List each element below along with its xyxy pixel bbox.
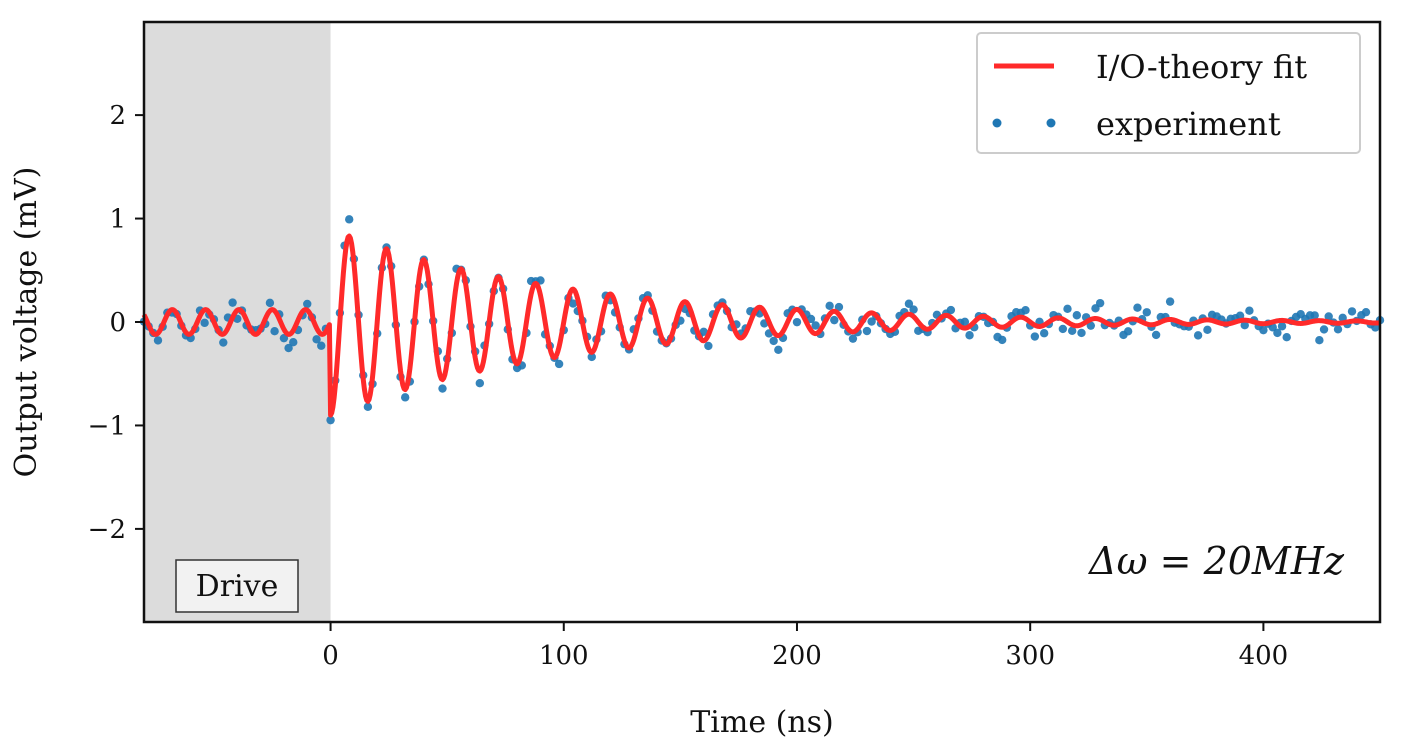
experiment-point	[1240, 321, 1249, 330]
legend-experiment-marker-1	[992, 118, 1002, 128]
experiment-point	[554, 359, 564, 369]
legend-fit-label: I/O-theory fit	[1096, 48, 1307, 86]
experiment-point	[704, 341, 713, 351]
experiment-point	[1030, 332, 1040, 341]
legend: I/O-theory fit experiment	[976, 32, 1361, 154]
x-axis-ticks: 0 100 200 300 400	[322, 622, 1288, 671]
experiment-point	[153, 336, 163, 345]
y-tick-label: −2	[88, 515, 126, 545]
experiment-point	[1268, 323, 1277, 332]
experiment-point	[219, 338, 228, 347]
x-tick-label: 400	[1239, 641, 1289, 671]
experiment-point	[1077, 328, 1086, 338]
experiment-point	[1282, 333, 1291, 342]
drive-label: Drive	[175, 559, 299, 613]
x-axis-label: Time (ns)	[690, 705, 833, 740]
drive-label-text: Drive	[196, 569, 279, 604]
experiment-point	[1039, 329, 1049, 338]
experiment-point	[811, 321, 820, 330]
experiment-point	[1123, 327, 1133, 336]
x-tick-label: 300	[1005, 641, 1055, 671]
experiment-point	[1063, 304, 1072, 314]
experiment-point	[848, 334, 858, 343]
experiment-point	[834, 302, 844, 312]
experiment-point	[825, 301, 834, 311]
experiment-point	[774, 345, 783, 354]
experiment-point	[1058, 324, 1068, 334]
experiment-point	[1021, 306, 1030, 315]
experiment-point	[1165, 297, 1175, 306]
experiment-point	[1310, 311, 1319, 320]
experiment-point	[862, 326, 872, 336]
fit-line	[141, 233, 1382, 418]
experiment-point	[587, 352, 596, 362]
legend-experiment-label: experiment	[1096, 105, 1281, 143]
y-axis-ticks: −2 −1 0 1 2	[88, 101, 144, 545]
experiment-point	[1193, 331, 1203, 340]
experiment-point	[568, 299, 578, 308]
experiment-point	[400, 393, 410, 402]
experiment-point	[769, 336, 778, 346]
delta-omega-annotation: Δω = 20MHz	[1087, 539, 1345, 583]
y-tick-label: 0	[109, 308, 126, 338]
experiment-point	[289, 337, 298, 347]
experiment-point	[279, 333, 289, 343]
experiment-point	[1347, 307, 1357, 316]
experiment-point	[475, 378, 485, 388]
experiment-point	[904, 299, 914, 308]
y-tick-label: −1	[88, 411, 126, 441]
experiment-point	[1324, 312, 1333, 321]
experiment-point	[1245, 306, 1254, 315]
y-tick-label: 2	[109, 101, 126, 131]
experiment-point	[946, 305, 956, 315]
experiment-point	[228, 298, 237, 307]
experiment-point	[1277, 322, 1287, 331]
experiment-point	[1142, 308, 1151, 317]
experiment-point	[1133, 303, 1142, 312]
x-tick-label: 0	[322, 641, 339, 671]
experiment-point	[270, 327, 279, 336]
experiment-point	[965, 331, 974, 340]
experiment-point	[998, 335, 1007, 345]
experiment-point	[284, 343, 293, 353]
experiment-point	[1151, 330, 1161, 340]
drive-label-box	[175, 559, 299, 613]
legend-box	[976, 32, 1361, 154]
experiment-point	[317, 341, 326, 350]
x-tick-label: 100	[539, 641, 589, 671]
experiment-point	[363, 402, 373, 412]
experiment-point	[806, 314, 816, 324]
experiment-point	[1259, 325, 1268, 335]
experiment-point	[265, 298, 275, 308]
experiment-point	[200, 318, 209, 328]
experiment-point	[312, 335, 321, 344]
experiment-point	[1086, 321, 1096, 330]
experiment-point	[792, 317, 802, 327]
x-tick-label: 200	[772, 641, 822, 671]
experiment-point	[960, 317, 970, 327]
experiment-point	[438, 384, 447, 393]
experiment-point	[1203, 325, 1212, 335]
experiment-point	[1315, 336, 1324, 345]
experiment-point	[1273, 328, 1282, 338]
experiment-point	[830, 315, 839, 325]
y-tick-label: 1	[109, 205, 126, 235]
experiment-point	[1095, 298, 1105, 308]
experiment-point	[326, 415, 335, 425]
experiment-point	[303, 299, 312, 309]
experiment-point	[1361, 307, 1371, 317]
experiment-point	[1319, 325, 1329, 334]
experiment-point	[1067, 326, 1077, 336]
legend-experiment-marker-2	[1046, 118, 1056, 128]
experiment-point	[699, 327, 708, 336]
experiment-point	[909, 305, 918, 314]
experiment-point	[1072, 311, 1082, 320]
experiment-point	[1333, 325, 1343, 334]
y-axis-label: Output voltage (mV)	[9, 167, 44, 478]
experiment-point	[345, 215, 354, 224]
